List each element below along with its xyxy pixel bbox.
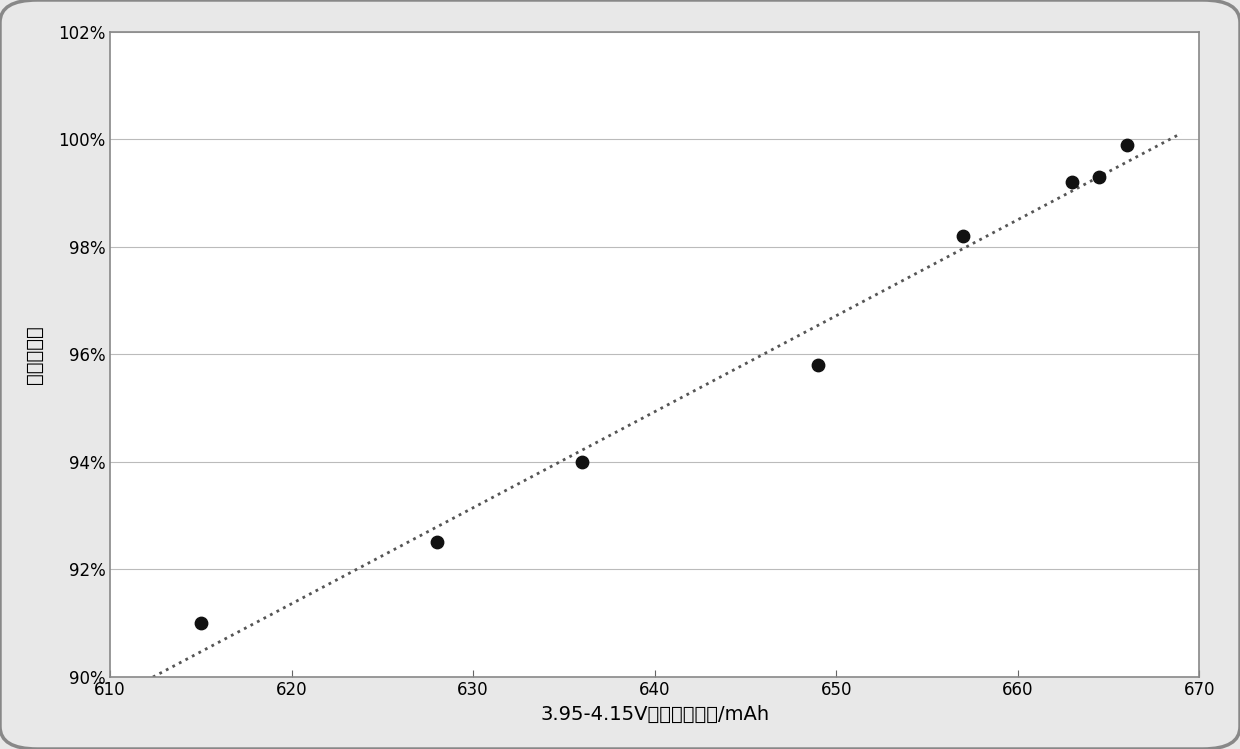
Point	[954, 230, 973, 242]
Point	[1063, 177, 1083, 189]
Point	[191, 617, 211, 629]
Y-axis label: 容量保持率: 容量保持率	[25, 325, 43, 383]
X-axis label: 3.95-4.15V之间容量差値/mAh: 3.95-4.15V之间容量差値/mAh	[541, 705, 769, 724]
Point	[572, 455, 591, 467]
Point	[1117, 139, 1137, 151]
Point	[808, 359, 828, 371]
Point	[427, 536, 446, 548]
Point	[1090, 171, 1110, 183]
